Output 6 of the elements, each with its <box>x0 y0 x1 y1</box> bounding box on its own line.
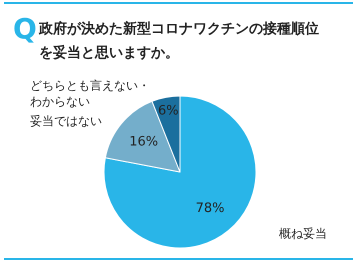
data-label: 78% <box>196 200 224 216</box>
slice-label: 妥当ではない <box>30 114 102 128</box>
slice-label: 概ね妥当 <box>279 226 327 241</box>
data-label: 16% <box>129 134 158 150</box>
slice-label: どちらとも言えない・わからない <box>30 78 150 108</box>
data-label: 6% <box>158 103 179 118</box>
